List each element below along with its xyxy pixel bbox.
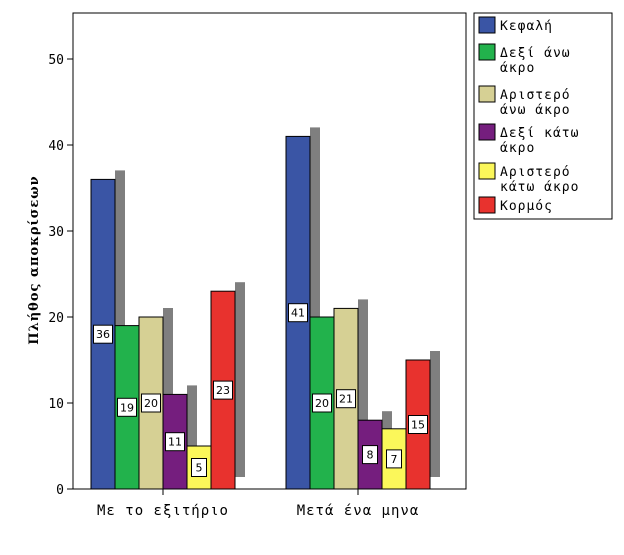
data-label: 19 bbox=[120, 401, 134, 414]
data-label-box bbox=[213, 380, 233, 400]
legend-label: Αριστερό bbox=[500, 88, 571, 103]
legend-swatch bbox=[478, 196, 496, 214]
y-tick-label: 20 bbox=[48, 311, 64, 326]
legend-label: Δεξί άνω bbox=[500, 46, 571, 61]
data-label: 5 bbox=[196, 462, 203, 475]
data-label-box bbox=[191, 458, 207, 477]
data-label-box bbox=[386, 449, 402, 469]
data-label-box bbox=[362, 445, 378, 465]
data-label-box bbox=[408, 415, 428, 434]
plot-frame bbox=[72, 12, 467, 490]
legend-swatch bbox=[478, 162, 496, 180]
bar-shadow bbox=[163, 308, 173, 477]
legend-label: άκρο bbox=[500, 141, 535, 156]
data-label-box bbox=[312, 393, 332, 413]
legend-label: Κορμός bbox=[500, 199, 553, 214]
data-label: 23 bbox=[216, 384, 230, 397]
data-label-box bbox=[117, 397, 137, 417]
data-label-box bbox=[165, 432, 185, 452]
data-label: 41 bbox=[291, 307, 305, 320]
bars-layer: 36 19 20 11 5 23 41 20 21 8 7 15 bbox=[90, 127, 440, 490]
data-label: 36 bbox=[96, 328, 110, 341]
data-label: 11 bbox=[168, 436, 182, 449]
legend-label: κάτω άκρο bbox=[500, 180, 579, 195]
legend-swatch bbox=[478, 123, 496, 141]
legend-swatch bbox=[478, 16, 496, 34]
y-axis: 0 10 20 30 40 50 bbox=[48, 53, 73, 498]
y-tick-label: 50 bbox=[48, 53, 64, 68]
bar-shadow bbox=[430, 351, 440, 477]
legend-label: άνω άκρο bbox=[500, 103, 571, 118]
bar-shadow bbox=[115, 170, 125, 477]
data-label: 20 bbox=[315, 397, 329, 410]
y-tick-label: 10 bbox=[48, 397, 64, 412]
bar-shadow bbox=[310, 127, 320, 478]
legend-label: Αριστερό bbox=[500, 165, 571, 180]
x-tick-label: Με το εξιτήριο bbox=[97, 503, 229, 519]
legend-label: άκρο bbox=[500, 61, 535, 76]
y-tick-label: 0 bbox=[56, 483, 64, 498]
y-axis-label: Πλήθος αποκρίσεων bbox=[27, 175, 42, 344]
data-label-box bbox=[336, 389, 356, 409]
legend-label: Δεξί κάτω bbox=[500, 126, 579, 141]
data-label: 7 bbox=[391, 453, 398, 466]
data-label: 15 bbox=[411, 419, 425, 432]
legend-swatch bbox=[478, 85, 496, 103]
bar-shadow bbox=[358, 299, 368, 477]
data-label-box bbox=[288, 303, 308, 323]
data-label-box bbox=[93, 324, 113, 344]
y-tick-label: 40 bbox=[48, 139, 64, 154]
data-label-box bbox=[141, 393, 161, 413]
legend-frame bbox=[473, 12, 613, 220]
data-label: 21 bbox=[339, 393, 353, 406]
bar-shadow bbox=[187, 385, 197, 477]
x-axis: Με το εξιτήριο Μετά ένα μηνα bbox=[97, 489, 420, 519]
x-tick-label: Μετά ένα μηνα bbox=[297, 503, 420, 519]
legend-swatch bbox=[478, 43, 496, 61]
data-label: 20 bbox=[144, 397, 158, 410]
bar-shadow bbox=[235, 282, 245, 477]
data-label: 8 bbox=[367, 449, 374, 462]
y-tick-label: 30 bbox=[48, 225, 64, 240]
legend-label: Κεφαλή bbox=[500, 19, 553, 34]
